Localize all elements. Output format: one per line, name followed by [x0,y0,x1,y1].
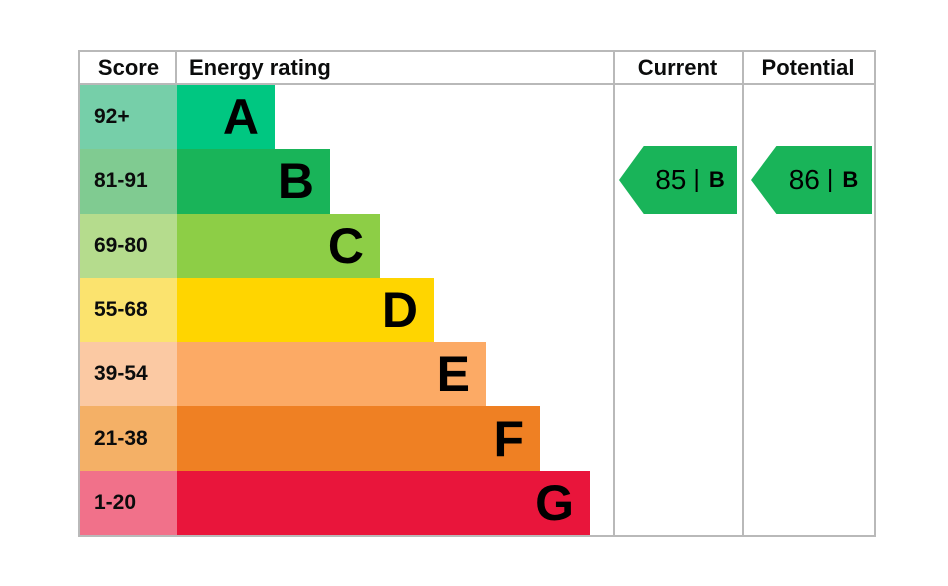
rating-bar: E [177,342,486,407]
score-cell: 39-54 [80,342,177,407]
rating-letter: E [436,346,470,403]
rating-row: 55-68 D [80,277,874,343]
header-score-divider [175,52,177,83]
score-cell: 1-20 [80,470,177,535]
potential-rating-arrow: 86 | B [751,146,872,214]
rating-row: 69-80 C [80,213,874,278]
score-cell: 55-68 [80,277,177,343]
score-range-label: 92+ [94,105,130,129]
header-energy-rating: Energy rating [189,55,331,80]
current-band-letter: B [708,167,725,192]
potential-band-letter: B [842,167,859,192]
rating-bar: C [177,213,380,278]
rating-row: 39-54 E [80,342,874,407]
rating-row: 21-38 F [80,406,874,471]
score-cell: 81-91 [80,149,177,214]
rating-row: 81-91 B [80,149,874,214]
current-column-divider [613,52,615,535]
potential-separator: | [826,164,834,193]
rating-rows: 92+ A 81-91 B 69-80 C 55-68 D 39-54 [80,85,874,535]
rating-letter: G [535,474,574,531]
current-rating-arrow: 85 | B [619,146,737,214]
rating-letter: D [381,281,418,338]
score-range-label: 39-54 [94,362,148,386]
score-cell: 69-80 [80,213,177,278]
score-cell: 21-38 [80,406,177,471]
table-header-row: Score Energy rating Current Potential [80,52,874,85]
rating-row: 1-20 G [80,470,874,535]
rating-bar: D [177,277,434,343]
score-range-label: 1-20 [94,490,137,514]
rating-bar: A [177,85,275,150]
rating-letter: C [327,217,364,274]
score-cell: 92+ [80,85,177,150]
header-score: Score [97,55,160,80]
header-potential: Potential [761,55,855,80]
rating-row: 92+ A [80,85,874,150]
rating-bar: B [177,149,330,214]
score-range-label: 21-38 [94,426,148,450]
header-current: Current [637,55,718,80]
rating-bar: G [177,470,590,535]
current-score-value: 85 [655,164,687,195]
current-separator: | [693,164,700,193]
epc-table: Score Energy rating Current Potential 92… [78,50,876,537]
rating-letter: B [277,153,314,210]
rating-bar: F [177,406,540,471]
rating-letter: F [493,410,524,467]
score-range-label: 69-80 [94,233,148,257]
score-range-label: 55-68 [94,297,148,321]
rating-letter: A [222,89,259,146]
score-range-label: 81-91 [94,169,148,193]
potential-column-divider [742,52,744,535]
potential-score-value: 86 [788,164,820,195]
